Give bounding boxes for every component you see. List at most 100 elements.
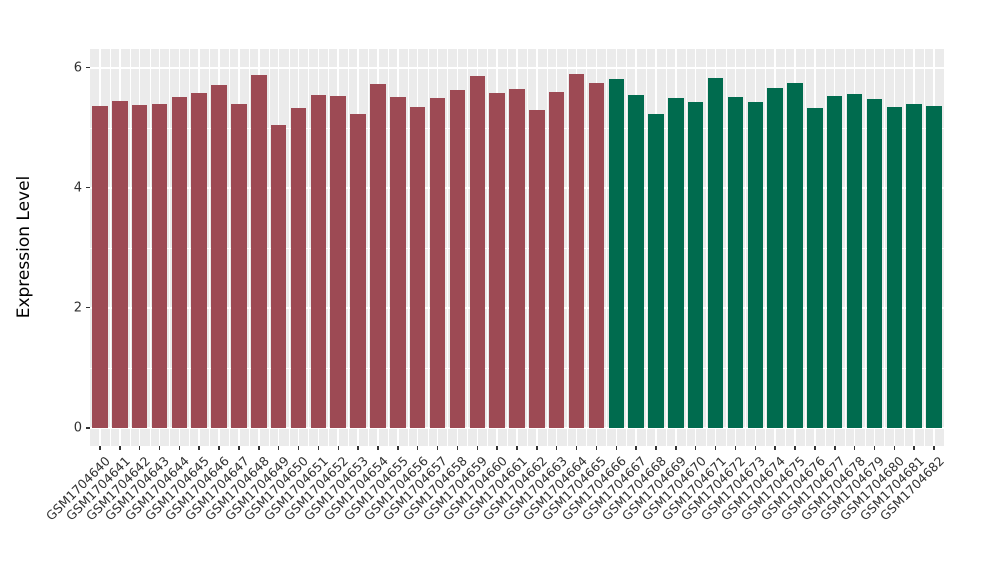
x-tick-mark: [218, 446, 220, 450]
bar-GSM1704654: [370, 83, 386, 428]
y-tick-label-2: 2: [73, 300, 82, 316]
x-tick-mark: [119, 446, 121, 450]
bar-slot: [447, 49, 467, 446]
bar-slot: [209, 49, 229, 446]
bar-GSM1704676: [807, 107, 823, 428]
x-tick-mark: [893, 446, 896, 450]
x-tick-mark: [794, 446, 796, 450]
bar-slot: [90, 49, 110, 446]
bar-slot: [368, 49, 388, 446]
bar-slot: [646, 49, 666, 446]
x-tick-mark: [595, 446, 598, 450]
bar-GSM1704671: [707, 78, 724, 428]
x-tick-mark: [297, 446, 300, 450]
bar-slot: [407, 49, 428, 446]
x-tick-mark: [814, 446, 816, 450]
bar-GSM1704658: [449, 90, 466, 428]
x-tick-mark: [714, 446, 717, 450]
y-tick-mark: [86, 306, 90, 309]
gridline-minor-x: [129, 49, 131, 446]
bar-GSM1704660: [489, 92, 505, 428]
gridline-minor-x: [904, 49, 906, 446]
gridline-minor-x: [546, 49, 548, 446]
bar-slot: [626, 49, 646, 446]
bar-slot: [824, 49, 845, 446]
bar-GSM1704656: [409, 107, 426, 428]
bar-slot: [864, 49, 885, 446]
bar-GSM1704669: [668, 98, 684, 428]
x-tick-mark: [178, 446, 181, 450]
x-tick-mark: [734, 446, 737, 450]
bar-slot: [507, 49, 527, 446]
bar-GSM1704665: [588, 83, 605, 428]
bar-GSM1704647: [231, 103, 247, 428]
bar-slot: [705, 49, 726, 446]
bar-GSM1704655: [390, 96, 406, 428]
bar-GSM1704673: [747, 101, 764, 428]
x-tick-mark: [655, 446, 657, 450]
bar-slot: [328, 49, 348, 446]
bar-GSM1704659: [469, 75, 485, 428]
bar-slot: [586, 49, 606, 446]
gridline-minor-x: [348, 49, 350, 446]
bar-slot: [248, 49, 269, 446]
plot-panel: [90, 49, 944, 446]
gridline-minor-x: [785, 49, 787, 446]
x-tick-mark: [138, 446, 141, 450]
x-tick-mark: [496, 446, 498, 450]
x-tick-mark: [555, 446, 558, 450]
x-tick-mark: [476, 446, 479, 450]
bar-slot: [685, 49, 706, 446]
bar-slot: [785, 49, 805, 446]
bar-GSM1704681: [906, 104, 922, 428]
bar-slot: [665, 49, 686, 446]
gridline-minor-x: [646, 49, 648, 446]
gridline-minor-x: [387, 49, 389, 446]
y-tick-label-0: 0: [73, 420, 82, 436]
gridline-minor-x: [169, 49, 171, 446]
bar-GSM1704649: [270, 125, 287, 428]
bar-slot: [109, 49, 130, 446]
bar-GSM1704678: [846, 93, 863, 428]
bar-GSM1704662: [529, 110, 545, 428]
bar-GSM1704645: [191, 93, 207, 428]
bar-GSM1704651: [310, 94, 327, 428]
gridline-minor-x: [804, 49, 806, 446]
bar-GSM1704666: [608, 78, 624, 428]
x-tick-mark: [913, 446, 915, 450]
gridline-minor-x: [507, 49, 509, 446]
x-tick-mark: [377, 446, 379, 450]
bar-slot: [546, 49, 567, 446]
bar-slot: [427, 49, 448, 446]
x-tick-mark: [853, 446, 856, 450]
x-tick-mark: [834, 446, 836, 450]
bar-GSM1704648: [251, 75, 267, 428]
bar-slot: [745, 49, 765, 446]
bar-GSM1704670: [687, 102, 704, 428]
gridline-minor-x: [447, 49, 449, 446]
x-tick-mark: [774, 446, 776, 450]
gridline-minor-x: [665, 49, 667, 446]
gridline-minor-x: [606, 49, 608, 446]
gridline-minor-x: [189, 49, 191, 446]
bar-slot: [288, 49, 309, 446]
gridline-minor-x: [467, 49, 469, 446]
bar-GSM1704672: [727, 96, 744, 428]
x-tick-mark: [99, 446, 101, 450]
gridline-minor-x: [368, 49, 370, 446]
bar-GSM1704643: [151, 104, 168, 428]
gridline-minor-x: [209, 49, 211, 446]
bar-GSM1704682: [926, 105, 942, 428]
gridline-minor-x: [924, 49, 926, 446]
x-tick-mark: [516, 446, 518, 450]
bar-GSM1704640: [92, 105, 108, 428]
x-tick-mark: [675, 446, 677, 450]
bar-GSM1704674: [767, 87, 783, 428]
x-tick-mark: [198, 446, 200, 450]
gridline-minor-x: [328, 49, 330, 446]
gridline-minor-x: [566, 49, 568, 446]
bar-GSM1704680: [886, 106, 903, 428]
bar-GSM1704641: [112, 101, 128, 428]
gridline-minor-x: [864, 49, 866, 446]
